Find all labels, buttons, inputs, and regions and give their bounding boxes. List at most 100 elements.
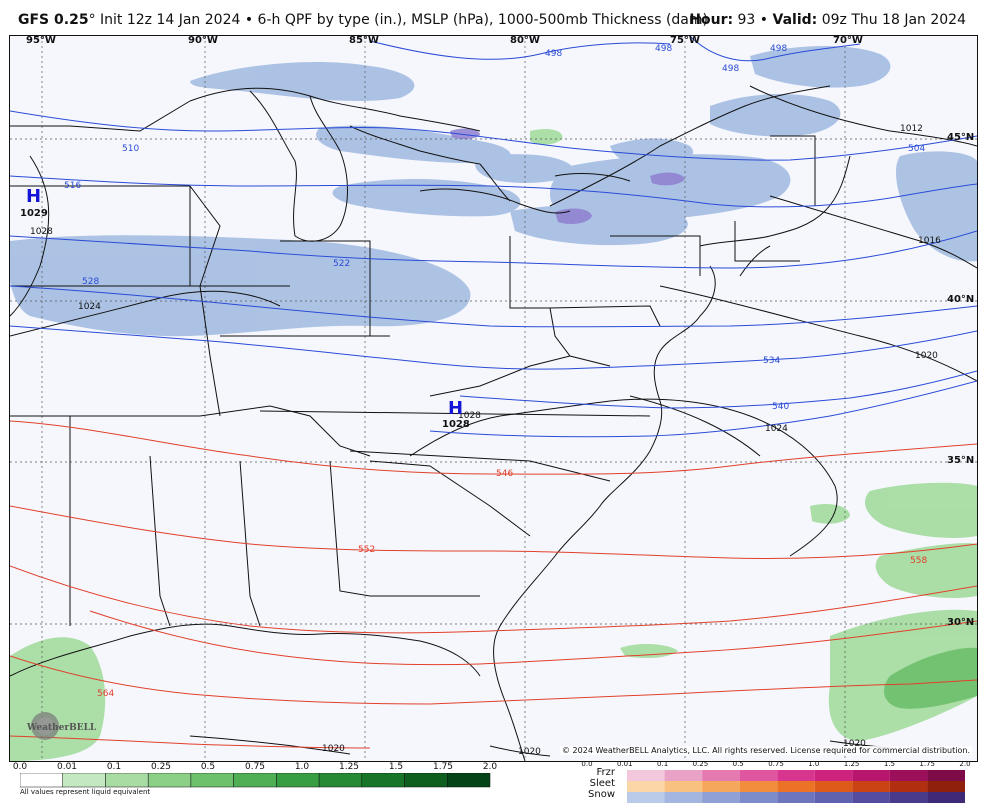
snow-label: Snow bbox=[588, 789, 615, 800]
watermark-logo: WeatherBELL bbox=[26, 712, 97, 740]
degree-symbol: ° bbox=[88, 12, 96, 28]
isobar-label: 1020 bbox=[843, 739, 866, 749]
ptype-legend-swatch bbox=[927, 792, 965, 803]
rain-legend-tick: 0.5 bbox=[200, 762, 216, 772]
ptype-legend-swatch bbox=[627, 792, 665, 803]
isobar-label: 1016 bbox=[918, 236, 941, 246]
latitude-label: 35°N bbox=[947, 455, 975, 466]
ptype-legend-swatch bbox=[702, 770, 740, 781]
latitude-label: 40°N bbox=[947, 294, 975, 305]
watermark-text: WeatherBELL bbox=[26, 723, 97, 733]
chart-header: GFS 0.25° Init 12z 14 Jan 2024 • 6-h QPF… bbox=[0, 0, 984, 36]
valid-label: Valid: bbox=[772, 12, 818, 28]
rain-legend-swatch bbox=[20, 773, 63, 788]
rain-legend-tick: 1.25 bbox=[338, 762, 360, 772]
thickness-warm bbox=[10, 420, 977, 749]
ptype-legend-swatch bbox=[852, 781, 890, 792]
thickness-label: 522 bbox=[333, 259, 350, 269]
ptype-legend-tick: 0.0 bbox=[581, 760, 593, 768]
high-pressure-value: 1029 bbox=[20, 208, 48, 219]
rain-legend-swatch bbox=[62, 773, 106, 788]
thickness-label: 510 bbox=[122, 144, 139, 154]
ptype-legend-swatch bbox=[664, 781, 703, 792]
map-description: Init 12z 14 Jan 2024 • 6-h QPF by type (… bbox=[95, 12, 708, 28]
longitude-label: 70°W bbox=[833, 35, 863, 46]
thickness-warm-labels: 546 552 558 564 bbox=[97, 469, 927, 699]
thickness-label: 534 bbox=[763, 356, 780, 366]
map-canvas: 498 498 498 498 504 510 516 522 528 534 … bbox=[10, 36, 977, 761]
isobar-label: 1012 bbox=[900, 124, 923, 134]
ptype-legend-tick: 0.5 bbox=[732, 760, 744, 768]
weather-map: 498 498 498 498 504 510 516 522 528 534 … bbox=[9, 35, 978, 762]
rain-legend-swatch bbox=[147, 773, 192, 788]
hour-label: Hour: bbox=[689, 12, 734, 28]
ptype-legend-swatch bbox=[927, 781, 965, 792]
ptype-legend-tick: 2.0 bbox=[959, 760, 971, 768]
ptype-legend-swatch bbox=[927, 770, 965, 781]
high-pressure-value: 1028 bbox=[442, 419, 470, 430]
ptype-legend-swatch bbox=[852, 792, 890, 803]
ptype-legend-swatch bbox=[777, 770, 815, 781]
longitude-label: 90°W bbox=[188, 35, 218, 46]
rain-legend-swatch bbox=[276, 773, 320, 788]
isobar-label: 1020 bbox=[322, 744, 345, 754]
model-name: GFS 0.25 bbox=[18, 12, 89, 28]
thickness-cold-labels: 498 498 498 498 504 510 516 522 528 534 … bbox=[64, 44, 925, 412]
rain-legend-swatch bbox=[190, 773, 234, 788]
rain-legend-swatch bbox=[318, 773, 363, 788]
ptype-legend: 0.0 0.01 0.1 0.25 0.5 0.75 1.0 1.25 1.5 1.75 2.0 F… bbox=[555, 760, 975, 806]
rain-legend-tick: 0.1 bbox=[106, 762, 122, 772]
ptype-legend-swatch bbox=[889, 781, 928, 792]
isobar-label: 1028 bbox=[30, 227, 53, 237]
ptype-legend-swatch bbox=[739, 770, 778, 781]
rain-legend-swatch bbox=[105, 773, 149, 788]
longitude-label: 80°W bbox=[510, 35, 540, 46]
rain-legend-tick: 2.0 bbox=[482, 762, 498, 772]
high-pressure-marker: H bbox=[26, 186, 42, 207]
thickness-label: 546 bbox=[496, 469, 513, 479]
ptype-legend-swatch bbox=[664, 792, 703, 803]
copyright-notice: © 2024 WeatherBELL Analytics, LLC. All r… bbox=[560, 746, 972, 755]
latitude-label: 30°N bbox=[947, 617, 975, 628]
thickness-label: 552 bbox=[358, 545, 375, 555]
ptype-legend-tick: 0.01 bbox=[617, 760, 633, 768]
ptype-legend-swatch bbox=[702, 792, 740, 803]
thickness-label: 504 bbox=[908, 144, 925, 154]
ptype-legend-swatch bbox=[814, 770, 853, 781]
legend-note: All values represent liquid equivalent bbox=[20, 788, 151, 796]
rain-legend: 0.0 0.01 0.1 0.25 0.5 0.75 1.0 1.25 1.5 1.75 2.0 A… bbox=[13, 762, 498, 806]
isobar-label: 1024 bbox=[765, 424, 788, 434]
rain-legend-tick: 0.25 bbox=[150, 762, 172, 772]
ptype-legend-swatch bbox=[889, 792, 928, 803]
ptype-legend-tick: 0.1 bbox=[657, 760, 669, 768]
latitude-label: 45°N bbox=[947, 132, 975, 143]
high-pressure-marker: H bbox=[448, 398, 464, 419]
map-title: GFS 0.25° Init 12z 14 Jan 2024 • 6-h QPF… bbox=[18, 12, 708, 28]
ptype-legend-tick: 1.0 bbox=[808, 760, 820, 768]
ptype-legend-swatch bbox=[739, 781, 778, 792]
ptype-color-bars bbox=[627, 770, 965, 803]
ptype-legend-tick: 1.25 bbox=[843, 760, 860, 768]
thickness-label: 498 bbox=[722, 64, 739, 74]
thickness-label: 540 bbox=[772, 402, 789, 412]
ptype-legend-swatch bbox=[889, 770, 928, 781]
thickness-label: 498 bbox=[655, 44, 672, 54]
isobar-labels: 1028 1024 1012 1016 1020 1024 1020 1020 … bbox=[30, 124, 941, 757]
rain-legend-tick: 0.75 bbox=[244, 762, 266, 772]
ptype-legend-tick: 0.25 bbox=[692, 760, 709, 768]
rain-legend-tick: 1.0 bbox=[294, 762, 310, 772]
rain-legend-swatch bbox=[447, 773, 491, 788]
rain-legend-swatch bbox=[233, 773, 277, 788]
boundaries bbox=[10, 85, 851, 761]
rain-color-bar bbox=[20, 773, 491, 788]
rain-legend-tick: 0.0 bbox=[12, 762, 28, 772]
thickness-label: 558 bbox=[910, 556, 927, 566]
ptype-legend-swatch bbox=[739, 792, 778, 803]
thickness-cold bbox=[10, 36, 977, 438]
longitude-label: 85°W bbox=[349, 35, 379, 46]
ptype-legend-tick: 1.5 bbox=[883, 760, 895, 768]
thickness-label: 528 bbox=[82, 277, 99, 287]
ptype-legend-swatch bbox=[627, 781, 665, 792]
ptype-legend-swatch bbox=[664, 770, 703, 781]
isobar-label: 1024 bbox=[78, 302, 101, 312]
